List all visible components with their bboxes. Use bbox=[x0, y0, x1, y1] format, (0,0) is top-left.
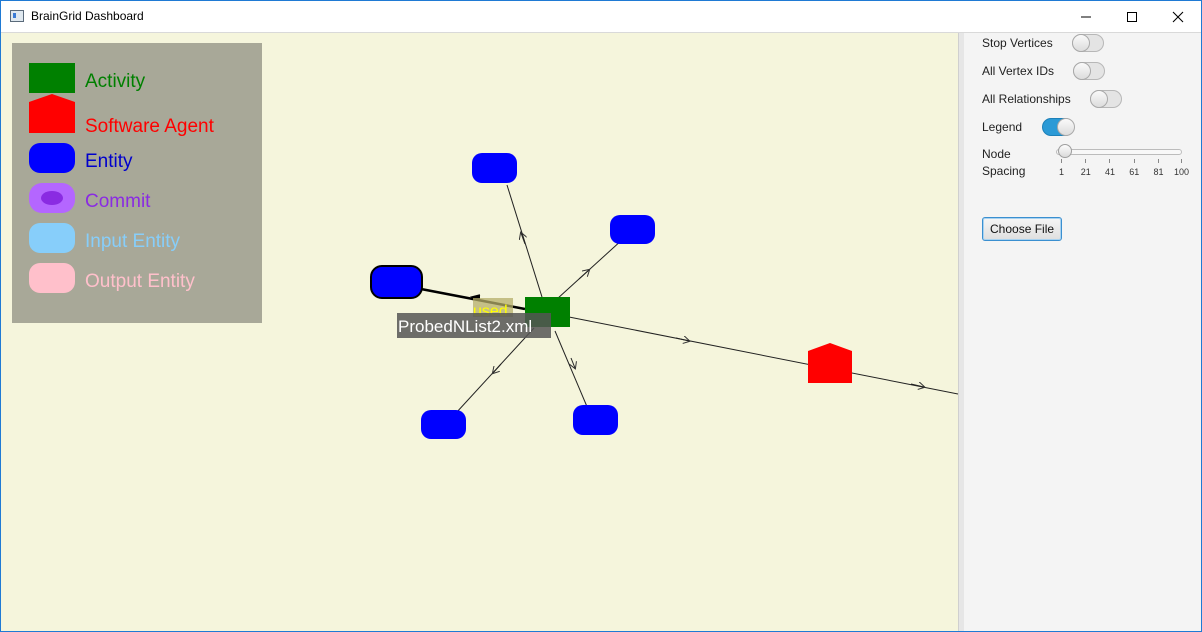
legend-item-input-entity: Input Entity bbox=[29, 223, 259, 257]
legend-label: Activity bbox=[85, 71, 146, 92]
legend-panel: Activity Software Agent Entity Commit In… bbox=[12, 43, 262, 323]
app-icon bbox=[10, 10, 24, 22]
node-spacing-slider-thumb[interactable] bbox=[1058, 144, 1072, 158]
close-button[interactable] bbox=[1155, 1, 1201, 32]
entity-node[interactable] bbox=[610, 215, 655, 244]
toggle-knob bbox=[1090, 90, 1108, 108]
close-icon bbox=[1172, 11, 1184, 22]
edge-arrow bbox=[578, 270, 589, 280]
slider-tick bbox=[1061, 159, 1062, 163]
legend-label: Commit bbox=[85, 191, 151, 212]
toggle-knob bbox=[1072, 34, 1090, 52]
edge[interactable] bbox=[556, 238, 624, 300]
node-tooltip-bg bbox=[397, 313, 551, 338]
stop-vertices-toggle[interactable] bbox=[1072, 34, 1104, 52]
legend-label: Input Entity bbox=[85, 231, 181, 252]
graph-edges bbox=[420, 184, 958, 414]
slider-tick-label: 61 bbox=[1129, 167, 1140, 177]
legend-item-activity: Activity bbox=[29, 63, 259, 97]
choose-file-button[interactable]: Choose File bbox=[982, 217, 1063, 241]
toggle-knob bbox=[1073, 62, 1091, 80]
slider-tick bbox=[1157, 159, 1159, 163]
maximize-button[interactable] bbox=[1109, 1, 1155, 32]
slider-tick bbox=[1181, 159, 1182, 163]
software-agent-swatch bbox=[29, 94, 75, 133]
edge[interactable] bbox=[506, 184, 543, 298]
node-spacing-label-line2: Spacing bbox=[982, 164, 1026, 178]
slider-tick-label: 21 bbox=[1080, 167, 1091, 177]
maximize-icon bbox=[1127, 11, 1137, 22]
entity-node-selected[interactable] bbox=[370, 265, 423, 299]
legend-item-entity: Entity bbox=[29, 143, 259, 177]
legend-item-commit: Commit bbox=[29, 183, 259, 217]
slider-tick-label: 100 bbox=[1173, 167, 1190, 177]
entity-swatch bbox=[29, 143, 75, 173]
edge-arrow bbox=[521, 233, 525, 245]
toggle-knob bbox=[1057, 118, 1075, 136]
legend-item-software-agent: Software Agent bbox=[29, 94, 259, 137]
slider-tick-label: 81 bbox=[1153, 167, 1164, 177]
entity-node[interactable] bbox=[573, 405, 618, 435]
graph-canvas[interactable]: used ProbedNList2.xml Activity Software … bbox=[1, 33, 958, 631]
legend-toggle-label: Legend bbox=[982, 120, 1023, 134]
output-entity-swatch bbox=[29, 263, 75, 293]
slider-tick-label: 1 bbox=[1058, 167, 1065, 177]
minimize-icon bbox=[1081, 16, 1091, 17]
input-entity-swatch bbox=[29, 223, 75, 253]
slider-tick-label: 41 bbox=[1104, 167, 1115, 177]
edge-arrow bbox=[493, 363, 502, 373]
title-bar: BrainGrid Dashboard bbox=[1, 1, 1201, 33]
edge-label-bg bbox=[473, 298, 513, 317]
all-vertex-ids-label: All Vertex IDs bbox=[982, 64, 1055, 78]
slider-tick bbox=[1085, 159, 1087, 163]
entity-node[interactable] bbox=[472, 153, 517, 183]
all-relationships-toggle[interactable] bbox=[1090, 90, 1122, 108]
software-agent-node[interactable] bbox=[808, 343, 852, 383]
legend-label: Output Entity bbox=[85, 271, 195, 292]
legend-item-output-entity: Output Entity bbox=[29, 263, 259, 297]
graph-nodes bbox=[370, 153, 852, 439]
edge-arrow bbox=[675, 338, 689, 341]
entity-node[interactable] bbox=[421, 410, 466, 439]
slider-tick bbox=[1109, 159, 1111, 163]
node-spacing-label-line1: Node bbox=[982, 147, 1011, 161]
all-vertex-ids-toggle[interactable] bbox=[1073, 62, 1105, 80]
node-spacing-slider-track[interactable] bbox=[1056, 149, 1182, 155]
legend-label: Entity bbox=[85, 151, 133, 172]
control-panel: Stop Vertices All Vertex IDs All Relatio… bbox=[964, 33, 1201, 631]
edge-arrow bbox=[910, 384, 924, 387]
minimize-button[interactable] bbox=[1063, 1, 1109, 32]
edge[interactable] bbox=[568, 316, 958, 395]
stop-vertices-label: Stop Vertices bbox=[982, 36, 1053, 50]
window-title: BrainGrid Dashboard bbox=[31, 9, 144, 23]
graph-svg[interactable]: used ProbedNList2.xml bbox=[1, 33, 958, 631]
all-relationships-label: All Relationships bbox=[982, 92, 1071, 106]
edge-arrow bbox=[571, 357, 575, 368]
activity-swatch bbox=[29, 63, 75, 93]
node-tooltip: ProbedNList2.xml bbox=[398, 317, 532, 336]
legend-toggle[interactable] bbox=[1042, 118, 1075, 136]
commit-swatch bbox=[29, 183, 75, 213]
edge[interactable] bbox=[554, 330, 589, 410]
slider-tick bbox=[1133, 159, 1135, 163]
legend-label: Software Agent bbox=[85, 116, 214, 137]
